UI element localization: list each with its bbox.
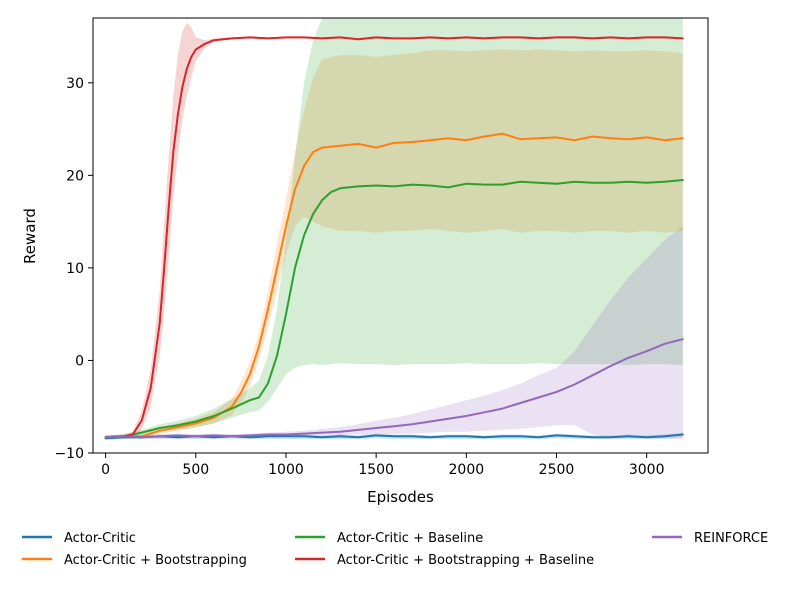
x-tick-label: 2500 — [539, 462, 575, 478]
x-axis-title: Episodes — [367, 488, 434, 506]
x-tick-label: 2000 — [449, 462, 485, 478]
legend-label: Actor-Critic + Bootstrapping — [64, 553, 247, 568]
x-axis: 0 500 1000 1500 2000 2500 3000 — [101, 453, 665, 478]
x-tick-label: 0 — [101, 462, 110, 478]
series-line-actor-critic-baseline — [104, 179, 684, 439]
y-axis: −10 0 10 20 30 — [54, 76, 93, 462]
legend-label: Actor-Critic + Baseline — [337, 531, 483, 546]
y-tick-label: 20 — [66, 168, 84, 184]
legend-item-actor-critic-baseline: Actor-Critic + Baseline — [295, 531, 483, 546]
series-lines — [104, 36, 684, 440]
x-tick-label: 3000 — [629, 462, 665, 478]
x-tick-label: 1000 — [268, 462, 304, 478]
legend-item-actor-critic-bootstrapping: Actor-Critic + Bootstrapping — [22, 553, 247, 568]
y-tick-label: 30 — [66, 76, 84, 92]
legend-item-actor-critic: Actor-Critic — [22, 531, 136, 546]
plot-area — [92, 17, 709, 454]
y-tick-label: 10 — [66, 261, 84, 277]
series-line-reinforce — [104, 338, 684, 439]
legend-item-reinforce: REINFORCE — [652, 531, 768, 546]
band-actor-critic-bootstrapping — [105, 49, 683, 440]
x-tick-label: 1500 — [358, 462, 394, 478]
y-tick-label: −10 — [54, 446, 84, 462]
y-axis-title: Reward — [21, 208, 39, 264]
legend-label: Actor-Critic — [64, 531, 136, 546]
legend-label: Actor-Critic + Bootstrapping + Baseline — [337, 553, 594, 568]
legend: Actor-Critic Actor-Critic + Bootstrapping… — [22, 531, 768, 568]
band-actor-critic-baseline — [105, 18, 683, 440]
confidence-bands — [105, 18, 683, 440]
legend-item-actor-critic-bootstrapping-baseline: Actor-Critic + Bootstrapping + Baseline — [295, 553, 594, 568]
series-line-actor-critic-bootstrapping — [104, 132, 684, 439]
legend-label: REINFORCE — [694, 531, 768, 546]
y-tick-label: 0 — [75, 353, 84, 369]
x-tick-label: 500 — [182, 462, 209, 478]
series-line-actor-critic-bootstrapping-baseline — [104, 36, 684, 439]
band-reinforce — [105, 226, 683, 440]
